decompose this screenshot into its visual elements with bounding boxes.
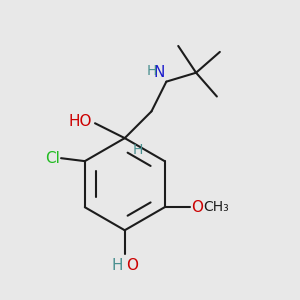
Text: O: O xyxy=(126,259,138,274)
Text: H: H xyxy=(112,259,123,274)
Text: Cl: Cl xyxy=(45,151,60,166)
Text: HO: HO xyxy=(68,114,92,129)
Text: N: N xyxy=(154,65,165,80)
Text: CH₃: CH₃ xyxy=(203,200,229,214)
Text: H: H xyxy=(147,64,157,78)
Text: O: O xyxy=(191,200,203,215)
Text: H: H xyxy=(132,142,142,157)
